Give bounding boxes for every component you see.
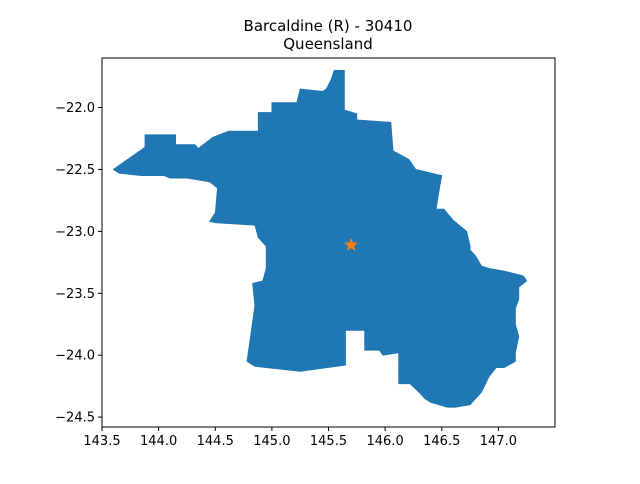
y-tick-label: −22.5 (55, 163, 95, 178)
y-tick-label: −23.0 (55, 225, 95, 240)
y-axis: −22.0 −22.5 −23.0 −23.5 −24.0 −24.5 (55, 101, 102, 426)
chart-title-line-1: Barcaldine (R) - 30410 (244, 17, 413, 35)
x-tick-label: 145.5 (310, 434, 347, 449)
x-tick-label: 144.0 (140, 434, 177, 449)
plot-area (112, 70, 528, 408)
centroid-star-marker (344, 237, 359, 251)
x-axis: 143.5 144.0 144.5 145.0 145.5 146.0 146.5 147.0 (83, 427, 517, 449)
chart-title-line-2: Queensland (283, 35, 372, 53)
x-tick-label: 146.0 (367, 434, 404, 449)
axes-frame (101, 57, 556, 428)
y-tick-label: −23.5 (55, 287, 95, 302)
x-tick-label: 145.0 (253, 434, 290, 449)
x-tick-label: 144.5 (197, 434, 234, 449)
y-tick-label: −24.0 (55, 349, 95, 364)
y-tick-label: −22.0 (55, 101, 95, 116)
y-tick-label: −24.5 (55, 411, 95, 426)
region-polygon (112, 70, 528, 408)
x-tick-label: 146.5 (423, 434, 460, 449)
x-tick-label: 147.0 (480, 434, 517, 449)
x-tick-label: 143.5 (83, 434, 120, 449)
